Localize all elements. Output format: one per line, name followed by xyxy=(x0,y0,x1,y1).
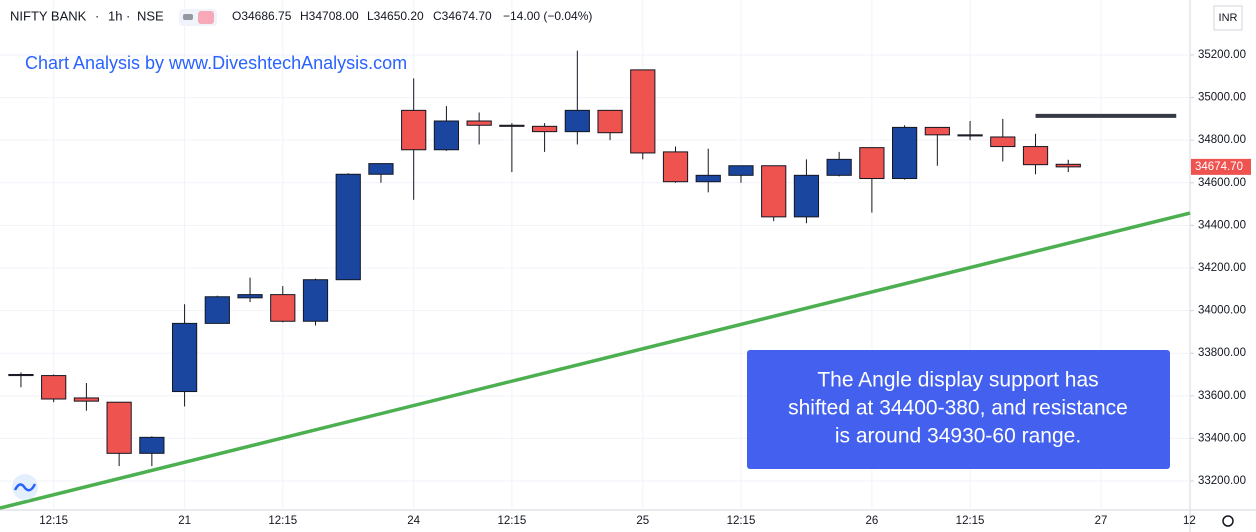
candle-body xyxy=(41,375,67,400)
annotation-line: is around 34930-60 range. xyxy=(835,425,1081,448)
y-tick-label: 34800.00 xyxy=(1198,134,1246,146)
candle-body xyxy=(1022,146,1049,166)
x-tick-label: 12:15 xyxy=(39,515,68,527)
y-tick-label: 34400.00 xyxy=(1198,219,1246,231)
y-tick-label: 35200.00 xyxy=(1198,49,1246,61)
y-tick-label: 33600.00 xyxy=(1198,390,1246,402)
candle-body xyxy=(564,109,590,133)
candle-body xyxy=(8,374,34,377)
marks xyxy=(0,50,1191,510)
x-tick-label: 12 xyxy=(1183,515,1196,527)
x-tick-label: 24 xyxy=(407,515,420,527)
last-price-box xyxy=(1191,158,1251,175)
candle-body xyxy=(1055,163,1081,168)
y-tick-label: 34600.00 xyxy=(1198,177,1246,189)
x-tick-label: 26 xyxy=(865,515,878,527)
candle-body xyxy=(73,397,100,402)
y-tick-label: 34200.00 xyxy=(1198,262,1246,274)
candle-body xyxy=(106,401,132,454)
x-tick-label: 12:15 xyxy=(956,515,985,527)
candle-body xyxy=(597,109,623,134)
ohlc-change: −14.00 (−0.04%) xyxy=(503,9,592,23)
candle-body xyxy=(957,134,983,137)
x-tick-label: 27 xyxy=(1095,515,1108,527)
candle-body xyxy=(859,147,885,180)
candle-body xyxy=(270,294,296,322)
candle-body xyxy=(335,173,361,281)
x-tick-label: 21 xyxy=(178,515,191,527)
candle-body xyxy=(237,294,263,299)
y-tick-label: 33400.00 xyxy=(1198,432,1246,444)
candle-body xyxy=(466,120,492,126)
header: NIFTY BANK · 1h · NSE O34686.75 H34708.0… xyxy=(10,8,592,26)
x-tick-label: 25 xyxy=(636,515,649,527)
separator: · xyxy=(95,8,99,23)
candle-body xyxy=(499,124,525,127)
watermark: Chart Analysis by www.DiveshtechAnalysis… xyxy=(25,53,407,73)
icon xyxy=(183,14,193,20)
candle-body xyxy=(302,279,329,322)
candle-body xyxy=(990,136,1016,148)
y-tick-label: 33800.00 xyxy=(1198,347,1246,359)
annotation-box xyxy=(747,350,1170,469)
currency: INR xyxy=(1219,12,1238,24)
separator: · xyxy=(126,8,130,23)
x-tick-label: 12:15 xyxy=(727,515,756,527)
currency-box[interactable] xyxy=(1213,5,1243,31)
ohlc-close: C34674.70 xyxy=(433,9,492,23)
candle-body xyxy=(401,109,427,151)
support-trendline xyxy=(0,211,1191,510)
candle-body xyxy=(433,120,460,151)
y-tick-label: 33200.00 xyxy=(1198,475,1246,487)
candle-body xyxy=(171,322,198,393)
candle-body xyxy=(630,69,656,154)
y-tick-label: 35000.00 xyxy=(1198,92,1246,104)
ohlc-open: O34686.75 xyxy=(232,9,292,23)
ohlc-low: L34650.20 xyxy=(367,9,424,23)
candle-body xyxy=(531,125,558,133)
candle-body xyxy=(924,126,950,136)
y-tick-label: 34000.00 xyxy=(1198,305,1246,317)
candle-body xyxy=(793,174,820,218)
settings-icon[interactable] xyxy=(1222,515,1234,527)
candle-body xyxy=(139,436,165,454)
annotation-line: shifted at 34400-380, and resistance xyxy=(788,397,1128,420)
candle-body xyxy=(662,151,689,183)
symbol: NIFTY BANK xyxy=(10,8,87,23)
ohlc-high: H34708.00 xyxy=(300,9,359,23)
candle-body xyxy=(826,158,852,176)
annotation-line: The Angle display support has xyxy=(817,369,1098,392)
candle-body xyxy=(695,174,721,183)
x-tick-label: 12:15 xyxy=(268,515,297,527)
x-tick-label: 12:15 xyxy=(497,515,526,527)
exchange: NSE xyxy=(137,8,164,23)
candle-body xyxy=(204,296,230,324)
candle-body xyxy=(728,165,754,176)
candle-body xyxy=(368,163,394,175)
interval: 1h xyxy=(108,8,122,23)
icon xyxy=(198,11,214,24)
candle-body xyxy=(892,126,918,180)
last-price-label: 34674.70 xyxy=(1195,161,1243,173)
candle-body xyxy=(761,165,787,218)
logo-wave xyxy=(13,483,37,492)
